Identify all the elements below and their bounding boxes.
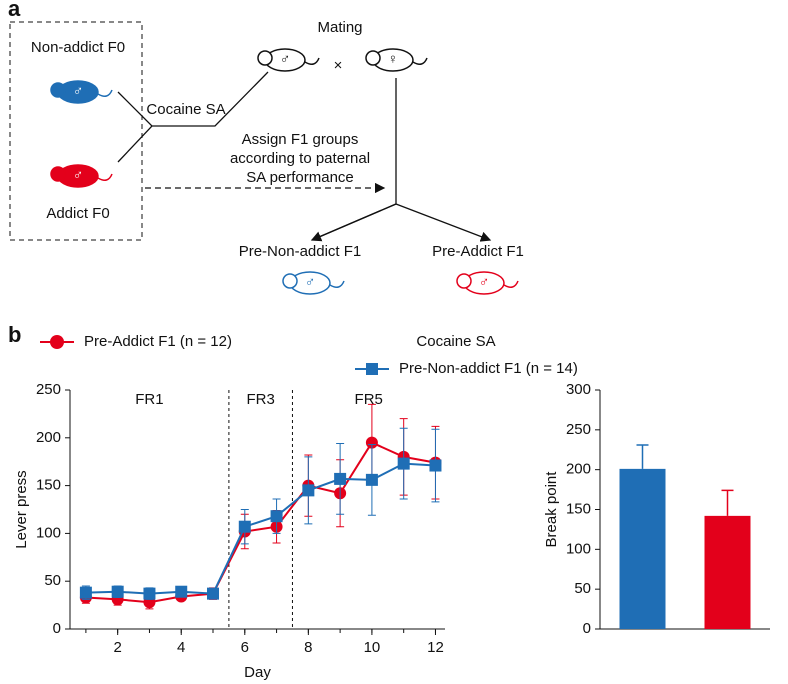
mouse-head — [365, 50, 381, 66]
x-tick-label: 2 — [113, 639, 121, 656]
bar — [704, 515, 751, 629]
y-tick-label: 0 — [53, 620, 61, 637]
group-box — [9, 21, 143, 241]
mouse-tail — [304, 57, 320, 65]
arrow — [310, 203, 397, 242]
y-tick-label: 150 — [36, 477, 61, 494]
mouse-tail — [329, 280, 345, 288]
panel-label: a — [8, 0, 21, 21]
y-tick-label: 200 — [36, 429, 61, 446]
connector — [117, 71, 269, 163]
label: Non-addict F0 — [31, 39, 125, 56]
mouse-tail — [97, 89, 113, 97]
phase-label: FR1 — [135, 391, 163, 408]
point — [143, 587, 156, 600]
label: Addict F0 — [46, 205, 109, 222]
y-tick-label: 0 — [583, 620, 591, 637]
panel-label: b — [8, 322, 21, 347]
point — [207, 587, 220, 600]
sex-symbol: ♂ — [280, 51, 291, 67]
y-tick-label: 100 — [566, 540, 591, 557]
y-tick-label: 100 — [36, 524, 61, 541]
y-tick-label: 150 — [566, 500, 591, 517]
x-axis-label: Day — [244, 664, 271, 681]
label: Assign F1 groups — [242, 131, 359, 148]
legend-label: Pre-Addict F1 (n = 12) — [84, 333, 232, 350]
label: Cocaine SA — [146, 101, 225, 118]
point — [397, 457, 410, 470]
point — [334, 472, 347, 485]
point — [429, 459, 442, 472]
point — [238, 520, 251, 533]
error-bar — [636, 444, 649, 469]
y-tick-label: 50 — [44, 572, 61, 589]
label: × — [334, 57, 343, 74]
point — [365, 436, 378, 449]
y-tick-label: 250 — [566, 421, 591, 438]
point — [270, 510, 283, 523]
sex-symbol: ♂ — [479, 274, 490, 290]
phase-label: FR5 — [355, 391, 383, 408]
y-tick-label: 200 — [566, 461, 591, 478]
point — [365, 473, 378, 486]
chart-title: Cocaine SA — [416, 333, 495, 350]
x-tick-label: 6 — [241, 639, 249, 656]
x-tick-label: 10 — [364, 639, 381, 656]
label: Pre-Non-addict F1 — [239, 243, 362, 260]
x-tick-label: 12 — [427, 639, 444, 656]
legend-marker — [366, 363, 378, 375]
sex-symbol: ♂ — [73, 167, 84, 183]
mouse-tail — [412, 57, 428, 65]
mouse-head — [50, 82, 66, 98]
label: Mating — [317, 19, 362, 36]
error-bar — [721, 489, 734, 516]
y-axis-label: Lever press — [13, 470, 30, 548]
point — [175, 585, 188, 598]
phase-label: FR3 — [247, 391, 275, 408]
mouse-head — [456, 273, 472, 289]
point — [79, 586, 92, 599]
x-tick-label: 8 — [304, 639, 312, 656]
label: SA performance — [246, 169, 354, 186]
mouse-head — [282, 273, 298, 289]
sex-symbol: ♀ — [388, 51, 399, 67]
y-tick-label: 300 — [566, 381, 591, 398]
point — [302, 484, 315, 497]
legend-marker — [50, 335, 64, 349]
label: according to paternal — [230, 150, 370, 167]
y-axis-label: Break point — [543, 471, 560, 548]
mouse-head — [257, 50, 273, 66]
bar — [619, 468, 666, 629]
y-tick-label: 50 — [574, 580, 591, 597]
legend-label: Pre-Non-addict F1 (n = 14) — [399, 360, 578, 377]
y-tick-label: 250 — [36, 381, 61, 398]
label: Pre-Addict F1 — [432, 243, 524, 260]
mouse-head — [50, 166, 66, 182]
x-tick-label: 4 — [177, 639, 185, 656]
mouse-tail — [97, 173, 113, 181]
point — [111, 585, 124, 598]
sex-symbol: ♂ — [73, 83, 84, 99]
sex-symbol: ♂ — [305, 274, 316, 290]
mouse-tail — [503, 280, 519, 288]
